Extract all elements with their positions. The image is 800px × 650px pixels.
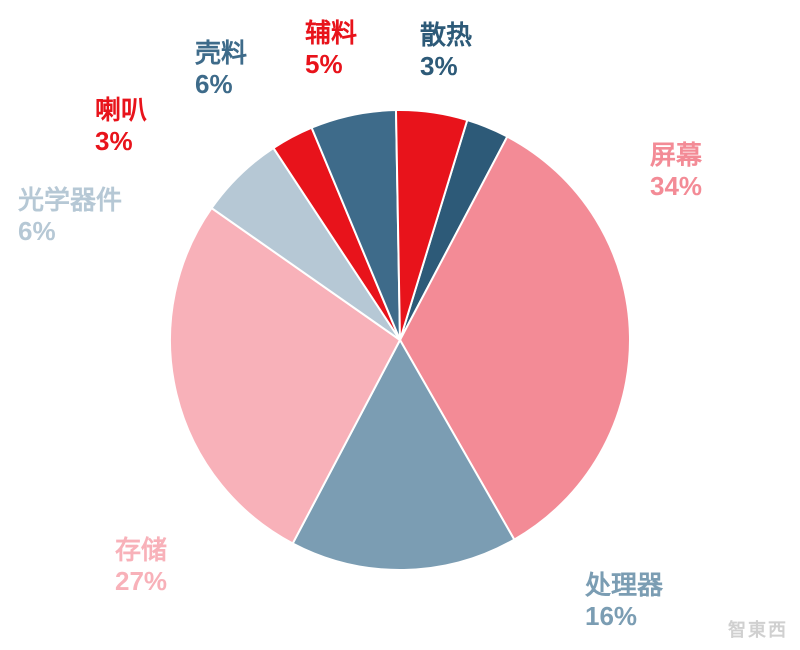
pie-label-percent: 5% [305,49,357,80]
pie-label-percent: 3% [95,126,147,157]
pie-label: 光学器件6% [18,185,122,247]
pie-label-name: 处理器 [585,570,663,601]
pie-label: 壳料6% [195,38,247,100]
pie-label-name: 喇叭 [95,95,147,126]
pie-label-percent: 3% [420,51,472,82]
pie-label: 辅料5% [305,18,357,80]
pie-label-percent: 6% [18,216,122,247]
pie-label-percent: 27% [115,566,167,597]
pie-label-percent: 34% [650,171,702,202]
pie-label: 喇叭3% [95,95,147,157]
pie-label-name: 屏幕 [650,140,702,171]
pie-label-name: 散热 [420,20,472,51]
pie-label-percent: 6% [195,69,247,100]
pie-label-name: 光学器件 [18,185,122,216]
pie-label: 处理器16% [585,570,663,632]
pie-label: 存储27% [115,535,167,597]
pie-label: 屏幕34% [650,140,702,202]
pie-label-name: 壳料 [195,38,247,69]
pie-label-name: 存储 [115,535,167,566]
pie-label: 散热3% [420,20,472,82]
watermark-text: 智東西 [728,616,788,642]
pie-chart-container: 散热3%屏幕34%处理器16%存储27%光学器件6%喇叭3%壳料6%辅料5% [0,0,800,650]
pie-label-name: 辅料 [305,18,357,49]
pie-label-percent: 16% [585,601,663,632]
pie-chart [165,105,635,575]
